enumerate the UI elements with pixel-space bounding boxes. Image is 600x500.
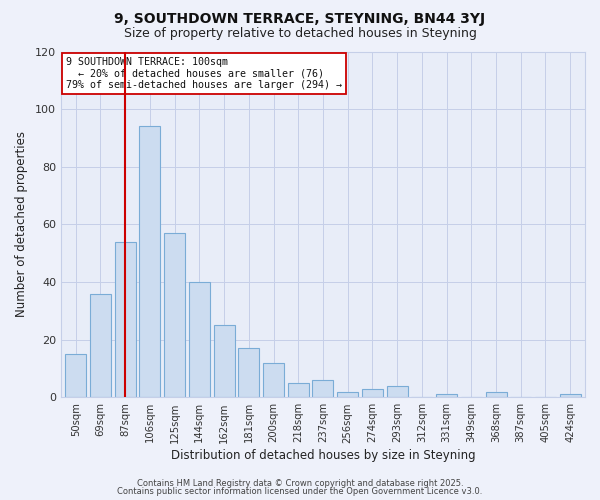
Text: 9, SOUTHDOWN TERRACE, STEYNING, BN44 3YJ: 9, SOUTHDOWN TERRACE, STEYNING, BN44 3YJ [115, 12, 485, 26]
Text: 9 SOUTHDOWN TERRACE: 100sqm
  ← 20% of detached houses are smaller (76)
79% of s: 9 SOUTHDOWN TERRACE: 100sqm ← 20% of det… [66, 58, 342, 90]
Bar [164, 233, 185, 398]
Bar [313, 380, 334, 398]
Bar [65, 354, 86, 398]
Text: Contains HM Land Registry data © Crown copyright and database right 2025.: Contains HM Land Registry data © Crown c… [137, 478, 463, 488]
X-axis label: Distribution of detached houses by size in Steyning: Distribution of detached houses by size … [170, 450, 475, 462]
Bar [115, 242, 136, 398]
Bar [263, 362, 284, 398]
Bar [288, 383, 309, 398]
Bar [90, 294, 111, 398]
Bar [485, 392, 506, 398]
Text: Contains public sector information licensed under the Open Government Licence v3: Contains public sector information licen… [118, 487, 482, 496]
Bar [214, 326, 235, 398]
Bar [139, 126, 160, 398]
Bar [189, 282, 210, 398]
Text: Size of property relative to detached houses in Steyning: Size of property relative to detached ho… [124, 28, 476, 40]
Bar [436, 394, 457, 398]
Bar [337, 392, 358, 398]
Bar [362, 388, 383, 398]
Bar [386, 386, 407, 398]
Y-axis label: Number of detached properties: Number of detached properties [15, 132, 28, 318]
Bar [560, 394, 581, 398]
Bar [238, 348, 259, 398]
